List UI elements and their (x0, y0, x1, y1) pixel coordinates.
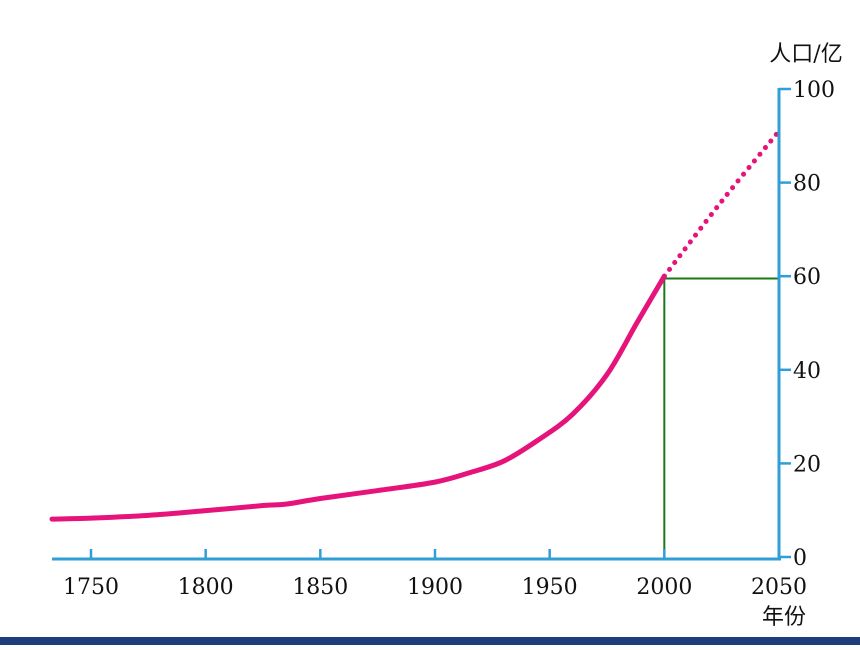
ticks: 1750 1800 1850 1900 1950 2000 2050 0 20 40 60 80 100 (63, 78, 835, 600)
x-tick-label: 1750 (63, 575, 119, 600)
projection-line (661, 128, 782, 279)
y-tick-label: 80 (793, 172, 821, 197)
guide-lines (663, 277, 779, 559)
y-tick-label: 60 (793, 265, 821, 290)
bottom-bar (0, 637, 860, 645)
x-tick-label: 1900 (407, 575, 463, 600)
y-tick-label: 0 (793, 546, 807, 571)
y-tick-label: 40 (793, 359, 821, 384)
x-tick-label: 1850 (292, 575, 348, 600)
y-tick-label: 100 (793, 78, 835, 103)
y-tick-label: 20 (793, 452, 821, 477)
x-tick-label: 1950 (522, 575, 578, 600)
x-tick-label: 1800 (178, 575, 234, 600)
x-tick-label: 2000 (636, 575, 692, 600)
x-tick-label: 2050 (751, 575, 807, 600)
population-line (49, 273, 667, 522)
series-layer (49, 128, 782, 522)
axes (52, 88, 781, 561)
x-axis-title: 年份 (762, 605, 806, 630)
y-axis-title: 人口/亿 (769, 42, 842, 67)
